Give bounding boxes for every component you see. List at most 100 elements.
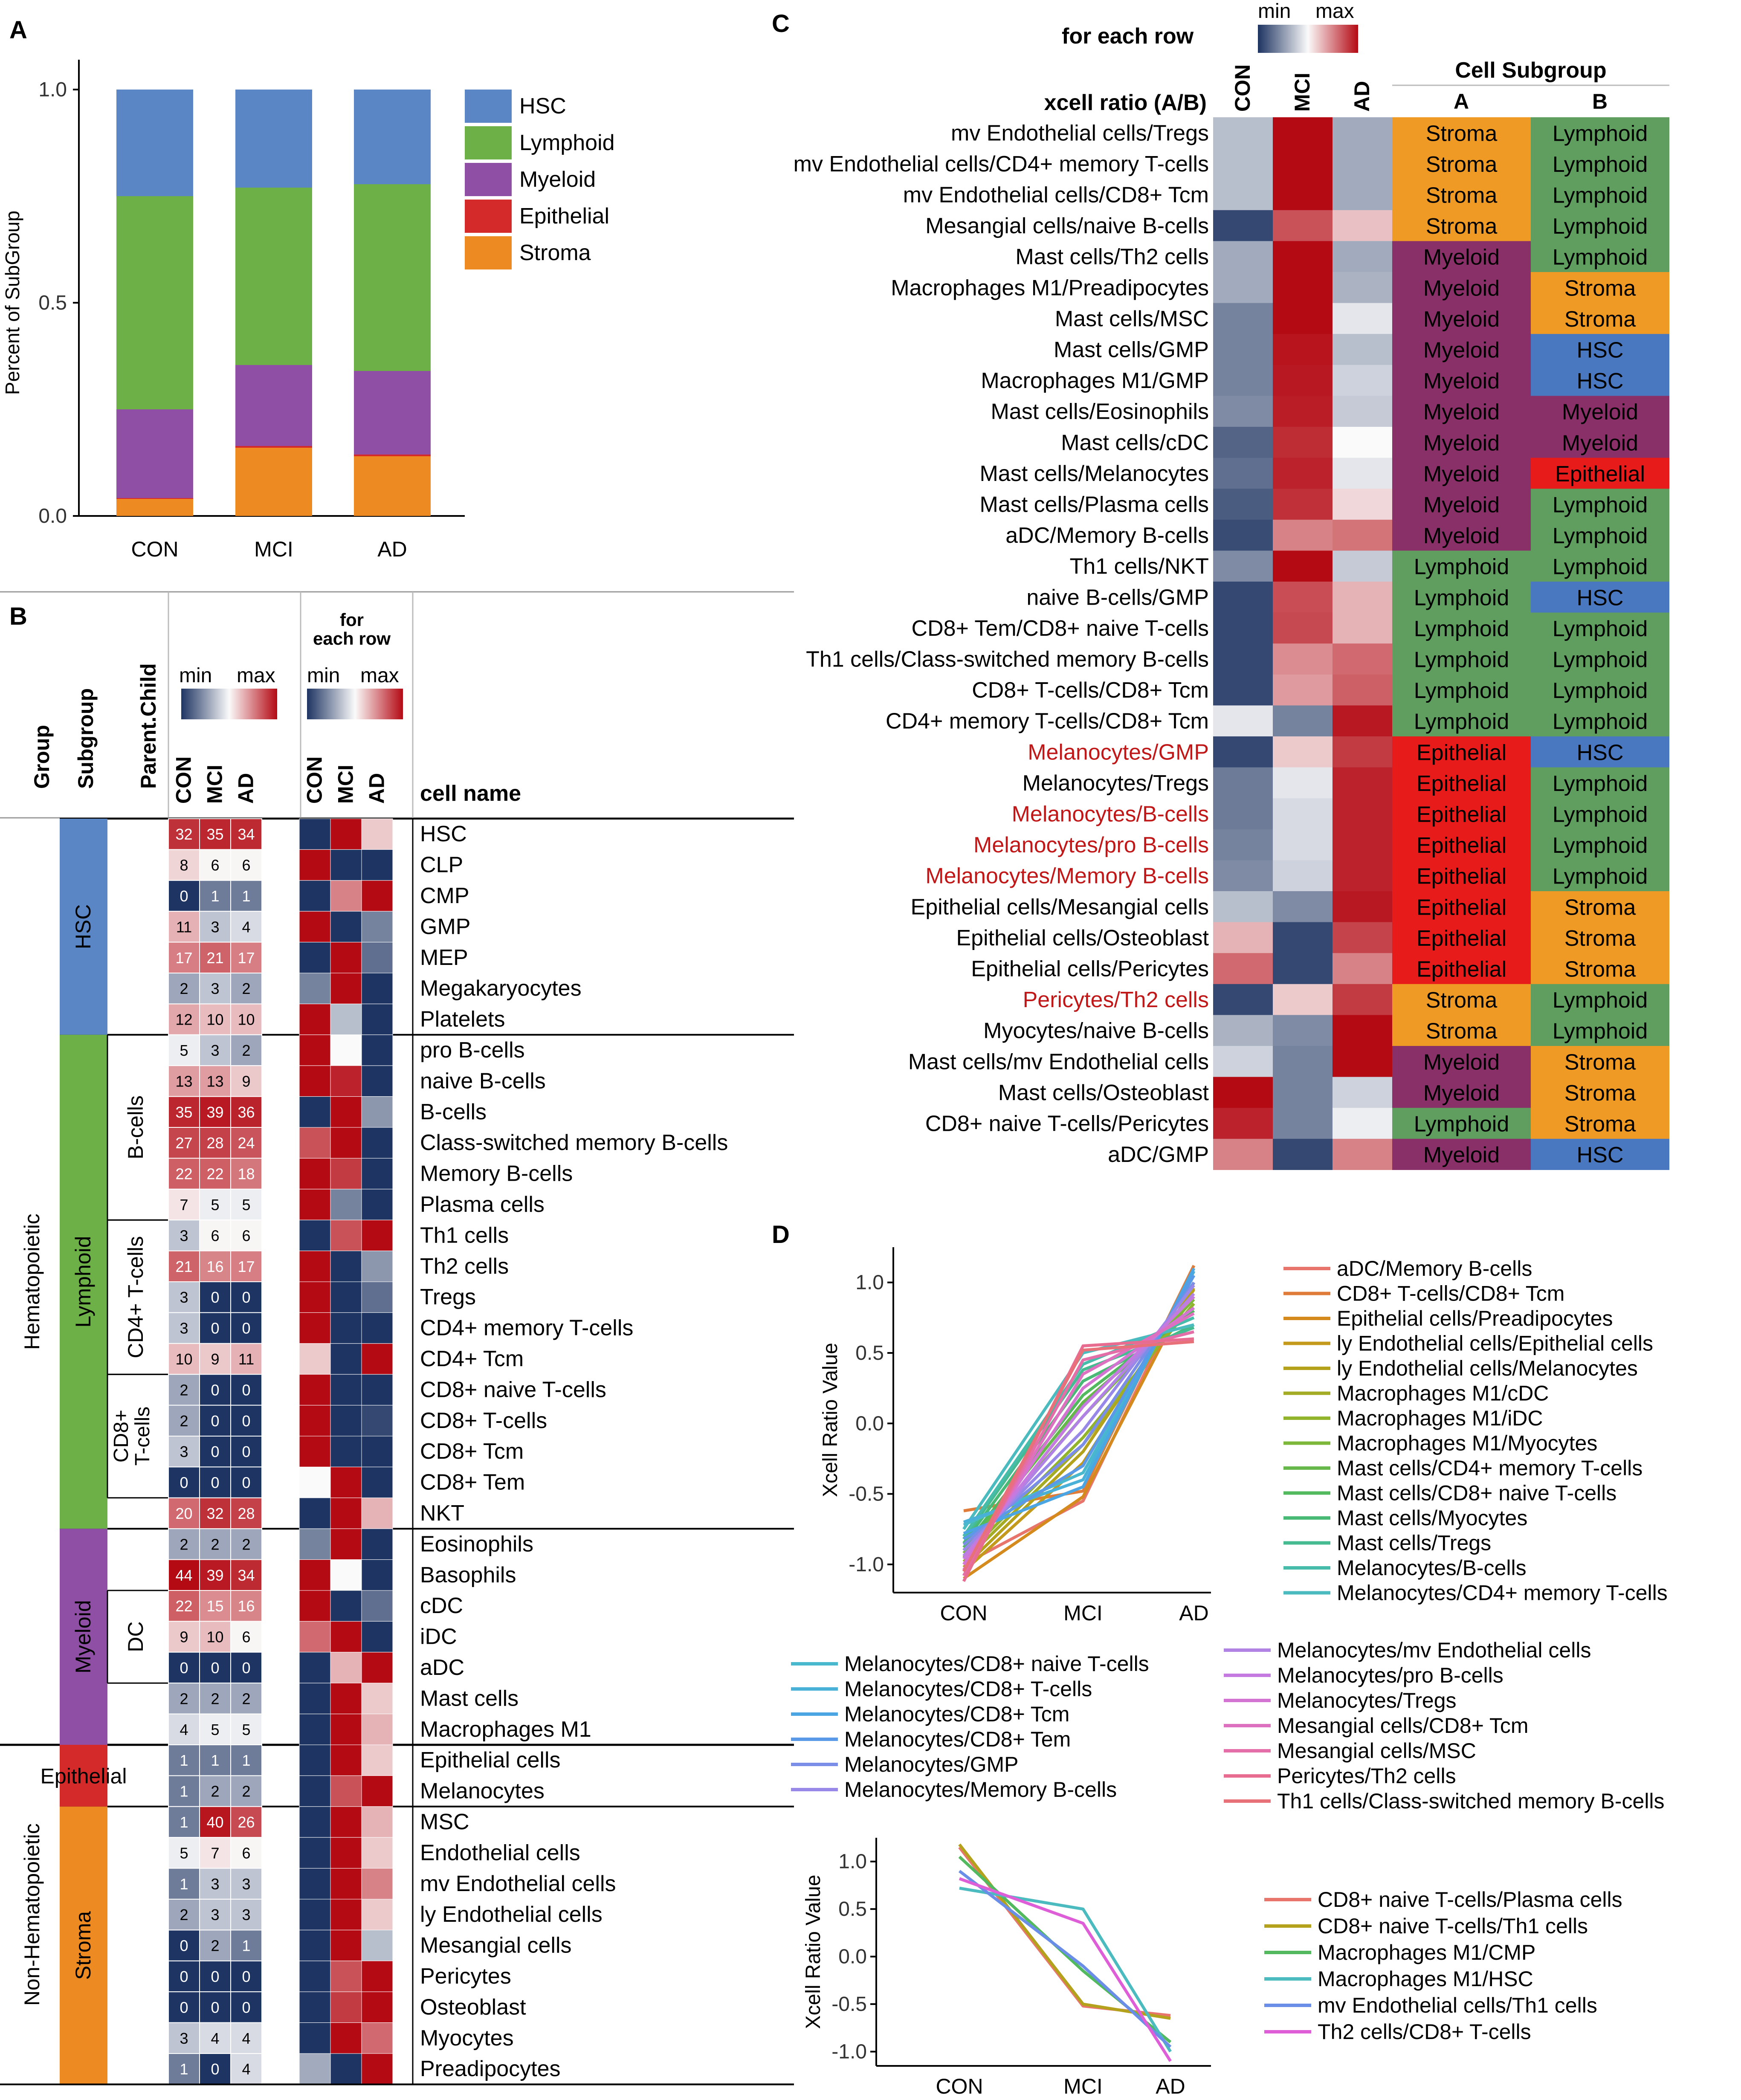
cell-mesangial-cells-naive-b-cells-1 [1273, 210, 1333, 241]
cell-value: 0 [211, 1412, 219, 1430]
cell-row-osteoblast-1 [330, 1991, 362, 2023]
cell-abs-endothelial-cells-1 [199, 1837, 231, 1869]
cell-abs-gmp-1 [199, 911, 231, 943]
cell-melanocytes-tregs-0 [1213, 767, 1273, 799]
x-tick-label: CON [940, 1601, 987, 1625]
col-header-con: CON [1231, 64, 1254, 112]
cell-b-label: Stroma [1564, 1112, 1636, 1137]
cell-row-cd8-tcm-2 [361, 1436, 393, 1467]
cell-abs-adc-2 [230, 1651, 262, 1684]
cell-abs-plasma-cells-1 [199, 1188, 231, 1221]
cell-melanocytes-b-cells-1 [1273, 798, 1333, 830]
cell-abs-cd8-tem-0 [168, 1466, 200, 1498]
cell-value: 28 [238, 1505, 255, 1522]
cell-row-mast-cells-1 [330, 1683, 362, 1715]
panel-d: -1.0 -0.5 0.0 0.5 1.0 Xcell Ratio Value CON MCI… [791, 1247, 1668, 2098]
legend-label-macrophages-m1-cmp: Macrophages M1/CMP [1318, 1941, 1535, 1964]
cell-value: 1 [180, 1783, 188, 1800]
cell-value: 13 [206, 1072, 223, 1090]
cell-row-cd4-memory-t-cells-2 [361, 1312, 393, 1344]
cell-a-cd8-tem-cd8-naive-t-cells [1392, 612, 1531, 644]
cell-row-msc-0 [299, 1806, 331, 1838]
cell-b-mast-cells-th2-cells [1531, 241, 1669, 272]
cell-row-epithelial-cells-2 [361, 1744, 393, 1776]
cell-value: 0 [211, 1659, 219, 1677]
y-tick-label: 0.0 [838, 1946, 867, 1968]
cell-a-melanocytes-tregs [1392, 767, 1531, 799]
cell-cd8-naive-t-cells-pericytes-1 [1273, 1108, 1333, 1139]
row-label-mv-endothelial-cells-cd4-memory-t-cells: mv Endothelial cells/CD4+ memory T-cells [794, 152, 1209, 177]
cell-name-pericytes: Pericytes [420, 1964, 511, 1989]
cell-a-mast-cells-gmp [1392, 334, 1531, 365]
cell-b-macrophages-m1-gmp [1531, 365, 1669, 396]
cell-value: 20 [175, 1505, 192, 1522]
cell-name-cd4-tcm: CD4+ Tcm [420, 1347, 524, 1371]
cell-value: 2 [211, 1937, 219, 1955]
cell-b-label: Lymphoid [1553, 245, 1648, 270]
cell-value: 0 [180, 887, 188, 905]
subgroup-band-epithelial [60, 1745, 107, 1807]
cell-abs-megakaryocytes-1 [199, 973, 231, 1005]
y-tick-label: 1.0 [855, 1272, 884, 1294]
cell-adc-gmp-1 [1273, 1138, 1333, 1170]
cell-a-epithelial-cells-pericytes [1392, 953, 1531, 985]
cell-row-mv-endothelial-cells-0 [299, 1868, 331, 1900]
cell-abs-mast-cells-1 [199, 1683, 231, 1715]
series-line-th2-cells-cd8-t-cells [959, 1877, 1172, 2062]
bar-con-hsc [116, 90, 193, 196]
cell-melanocytes-pro-b-cells-0 [1213, 829, 1273, 860]
cell-b-cd8-tem-cd8-naive-t-cells [1531, 612, 1669, 644]
cell-row-cd8-t-cells-0 [299, 1405, 331, 1437]
cell-row-pericytes-0 [299, 1961, 331, 1992]
cell-value: 2 [180, 1381, 188, 1399]
y-tick-label: 1.0 [38, 78, 67, 101]
cell-value: 34 [238, 826, 255, 843]
cell-row-myocytes-1 [330, 2022, 362, 2054]
legend-label-cd8-naive-t-cells-plasma-cells: CD8+ naive T-cells/Plasma cells [1318, 1888, 1622, 1912]
cell-a-label: Myeloid [1423, 462, 1500, 487]
cell-value: 3 [180, 1443, 188, 1460]
cell-cd4-memory-t-cells-cd8-tcm-0 [1213, 705, 1273, 737]
cell-abs-gmp-2 [230, 911, 262, 943]
cell-naive-b-cells-gmp-2 [1333, 582, 1392, 613]
cell-value: 3 [180, 1320, 188, 1337]
cell-value: 40 [206, 1813, 223, 1831]
cell-mast-cells-th2-cells-0 [1213, 241, 1273, 272]
cell-b-mast-cells-eosinophils [1531, 396, 1669, 427]
cell-row-th2-cells-1 [330, 1251, 362, 1282]
subgroup-band-hsc [60, 819, 107, 1035]
cell-b-cd4-memory-t-cells-cd8-tcm [1531, 705, 1669, 737]
y-tick-label: 1.0 [838, 1851, 867, 1873]
cell-abs-melanocytes-0 [168, 1775, 200, 1807]
row-label-mv-endothelial-cells-cd8-tcm: mv Endothelial cells/CD8+ Tcm [903, 183, 1209, 208]
cell-b-th1-cells-class-switched-memory-b-cells [1531, 643, 1669, 675]
legend-swatch-epithelial [465, 200, 512, 233]
col-header-ad: AD [234, 773, 258, 804]
cell-abs-plasma-cells-2 [230, 1188, 262, 1221]
legend-label-melanocytes-cd4-memory-t-cells: Melanocytes/CD4+ memory T-cells [1337, 1581, 1668, 1605]
cell-value: 4 [242, 2060, 250, 2078]
cell-th1-cells-nkt-1 [1273, 550, 1333, 582]
cell-mv-endothelial-cells-cd4-memory-t-cells-1 [1273, 148, 1333, 180]
cell-name-class-switched-memory-b-cells: Class-switched memory B-cells [420, 1130, 728, 1155]
legend-max-row: max [360, 664, 399, 687]
cell-row-tregs-0 [299, 1281, 331, 1313]
cell-name-cd8-tcm: CD8+ Tcm [420, 1439, 524, 1464]
cell-adc-memory-b-cells-2 [1333, 519, 1392, 551]
cell-naive-b-cells-gmp-1 [1273, 582, 1333, 613]
legend-label-melanocytes-cd8-t-cells: Melanocytes/CD8+ T-cells [844, 1677, 1092, 1701]
cell-row-cd8-t-cells-1 [330, 1405, 362, 1437]
cell-value: 27 [175, 1134, 192, 1152]
cell-value: 7 [180, 1196, 188, 1214]
header-parent-child: Parent.Child [136, 663, 160, 789]
cell-row-cd4-tcm-1 [330, 1343, 362, 1375]
cell-row-platelets-0 [299, 1003, 331, 1035]
legend-label-myeloid: Myeloid [519, 167, 596, 192]
cell-row-osteoblast-0 [299, 1991, 331, 2023]
cell-melanocytes-memory-b-cells-2 [1333, 860, 1392, 892]
bar-ad-lymphoid [354, 184, 431, 371]
cell-b-label: Lymphoid [1553, 648, 1648, 672]
cell-row-clp-1 [330, 849, 362, 881]
cell-value: 0 [242, 1443, 250, 1460]
